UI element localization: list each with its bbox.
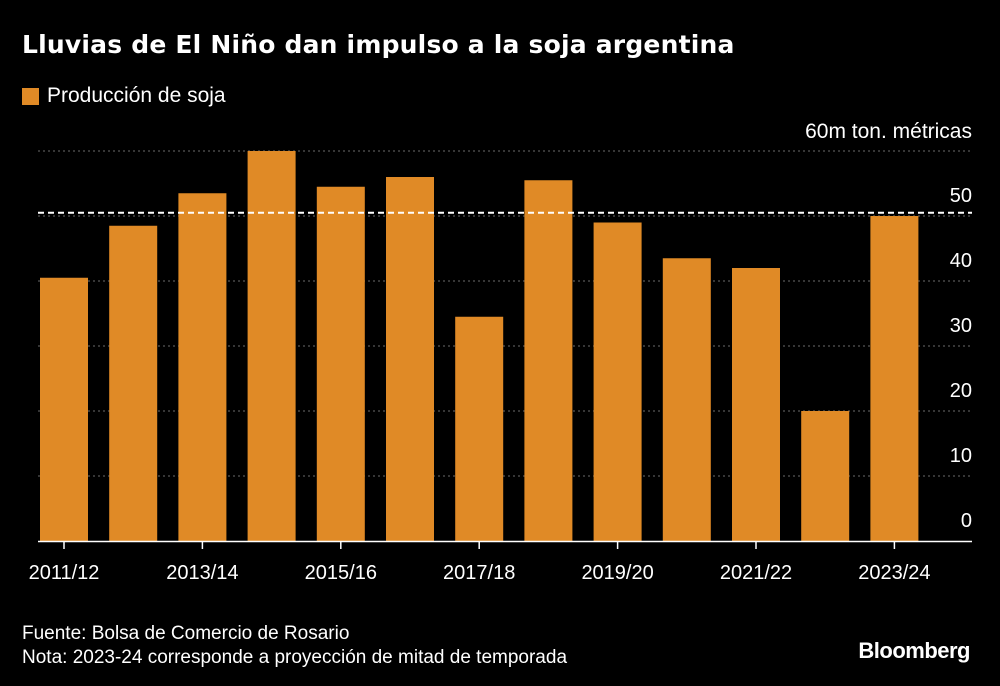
bar xyxy=(316,186,365,541)
bar xyxy=(247,151,296,541)
y-tick-label: 20 xyxy=(950,380,972,402)
x-tick-label: 2021/22 xyxy=(720,562,792,584)
bar xyxy=(732,268,780,541)
y-tick-label: 30 xyxy=(950,315,972,337)
legend: Producción de soja xyxy=(22,84,226,108)
bar xyxy=(386,177,434,541)
bar xyxy=(178,193,227,541)
footer: Fuente: Bolsa de Comercio de Rosario Not… xyxy=(22,622,567,670)
bar xyxy=(662,258,711,541)
x-tick-label: 2017/18 xyxy=(443,562,515,584)
bar xyxy=(455,316,504,541)
x-tick-label: 2023/24 xyxy=(858,562,930,584)
x-tick-label: 2013/14 xyxy=(166,562,238,584)
bar xyxy=(870,216,919,541)
x-tick-label: 2019/20 xyxy=(581,562,653,584)
y-axis-unit-label: 60m ton. métricas xyxy=(805,120,972,143)
chart-title: Lluvias de El Niño dan impulso a la soja… xyxy=(22,30,735,59)
y-tick-label: 50 xyxy=(950,185,972,207)
y-tick-label: 10 xyxy=(950,445,972,467)
legend-swatch xyxy=(22,87,39,105)
y-tick-label: 0 xyxy=(961,510,972,532)
bar xyxy=(524,180,573,541)
bar xyxy=(801,411,850,541)
bar xyxy=(40,277,88,541)
y-tick-label: 40 xyxy=(950,250,972,272)
x-tick-label: 2011/12 xyxy=(29,562,100,584)
bar xyxy=(109,225,158,541)
legend-label: Producción de soja xyxy=(47,84,226,107)
source-note: Fuente: Bolsa de Comercio de Rosario xyxy=(22,623,350,644)
bar xyxy=(593,222,642,541)
x-tick-label: 2015/16 xyxy=(305,562,377,584)
footnote: Nota: 2023-24 corresponde a proyección d… xyxy=(22,647,568,668)
bloomberg-logo: Bloomberg xyxy=(858,638,970,663)
